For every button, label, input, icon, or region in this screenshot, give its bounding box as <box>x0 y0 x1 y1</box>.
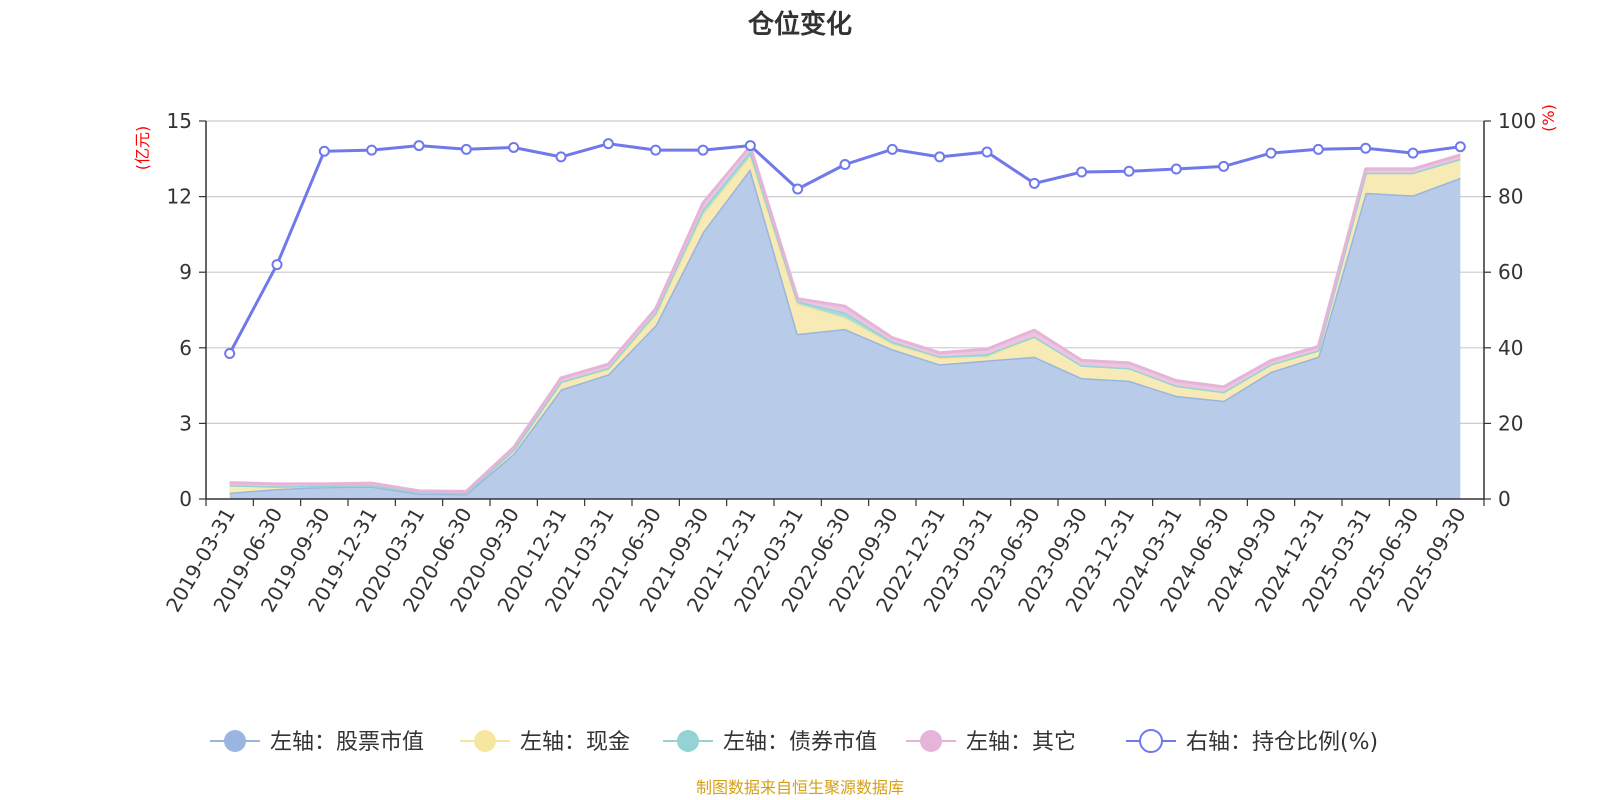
ratio-point <box>271 259 283 271</box>
right-axis-tick-label: 80 <box>1498 185 1523 209</box>
ratio-point <box>508 141 520 153</box>
ratio-point <box>413 140 425 152</box>
legend-label: 右轴：持仓比例(%) <box>1186 730 1378 755</box>
right-axis-tick-label: 100 <box>1498 109 1536 133</box>
ratio-point <box>1170 163 1182 175</box>
legend-label: 左轴：现金 <box>520 730 630 755</box>
legend-label: 左轴：股票市值 <box>270 730 424 755</box>
ratio-point <box>366 144 378 156</box>
ratio-point <box>697 144 709 156</box>
ratio-point <box>792 183 804 195</box>
legend[interactable]: 左轴：股票市值 左轴：现金 左轴：债券市值 左轴：其它 右轴：持仓比例(%) <box>210 729 1378 755</box>
ratio-point <box>602 138 614 150</box>
legend-marker <box>474 730 496 752</box>
legend-item-右轴：持仓比例(%)[interactable]: 右轴：持仓比例(%) <box>1126 729 1378 755</box>
left-axis-tick-label: 12 <box>167 185 192 209</box>
area-series <box>229 144 1461 499</box>
ratio-point <box>981 146 993 158</box>
chart-title: 仓位变化 <box>747 9 852 40</box>
ratio-point <box>650 144 662 156</box>
ratio-point <box>555 151 567 163</box>
legend-marker <box>920 730 942 752</box>
legend-item-左轴：债券市值[interactable]: 左轴：债券市值 <box>663 730 877 755</box>
area-左轴：股票市值 <box>229 168 1461 499</box>
right-axis-tick-label: 60 <box>1498 260 1523 284</box>
ratio-point <box>1312 143 1324 155</box>
ratio-point <box>1076 166 1088 178</box>
left-axis-tick-label: 0 <box>179 487 192 511</box>
area-左轴：现金 <box>229 156 1461 495</box>
ratio-point <box>934 151 946 163</box>
ratio-point <box>1407 147 1419 159</box>
ratio-point <box>460 143 472 155</box>
ratio-point <box>744 140 756 152</box>
source-note: 制图数据来自恒生聚源数据库 <box>696 778 904 797</box>
ratio-point <box>1028 177 1040 189</box>
left-axis-unit: (亿元) <box>133 126 152 171</box>
right-axis-unit: (%) <box>1539 104 1558 132</box>
legend-item-左轴：现金[interactable]: 左轴：现金 <box>460 730 630 755</box>
legend-label: 左轴：其它 <box>966 730 1076 755</box>
legend-marker <box>1139 729 1163 753</box>
left-axis-tick-label: 6 <box>179 336 192 360</box>
ratio-point <box>1123 165 1135 177</box>
area-edge-左轴：其它 <box>229 144 1461 493</box>
ratio-point <box>1218 160 1230 172</box>
ratio-point <box>1454 141 1466 153</box>
ratio-point <box>1360 142 1372 154</box>
ratio-point <box>839 158 851 170</box>
left-axis-tick-label: 9 <box>179 260 192 284</box>
ratio-line-series <box>224 138 1466 359</box>
left-axis-tick-label: 3 <box>179 411 192 435</box>
left-axis-tick-label: 15 <box>167 109 192 133</box>
legend-item-左轴：其它[interactable]: 左轴：其它 <box>906 730 1076 755</box>
ratio-point <box>1265 147 1277 159</box>
legend-label: 左轴：债券市值 <box>723 730 877 755</box>
ratio-point <box>886 143 898 155</box>
right-axis-tick-label: 20 <box>1498 411 1523 435</box>
right-axis-tick-label: 0 <box>1498 487 1511 511</box>
legend-marker <box>677 730 699 752</box>
legend-item-左轴：股票市值[interactable]: 左轴：股票市值 <box>210 730 424 755</box>
right-axis-tick-label: 40 <box>1498 336 1523 360</box>
ratio-point <box>318 145 330 157</box>
ratio-point <box>224 347 236 359</box>
legend-marker <box>224 730 246 752</box>
